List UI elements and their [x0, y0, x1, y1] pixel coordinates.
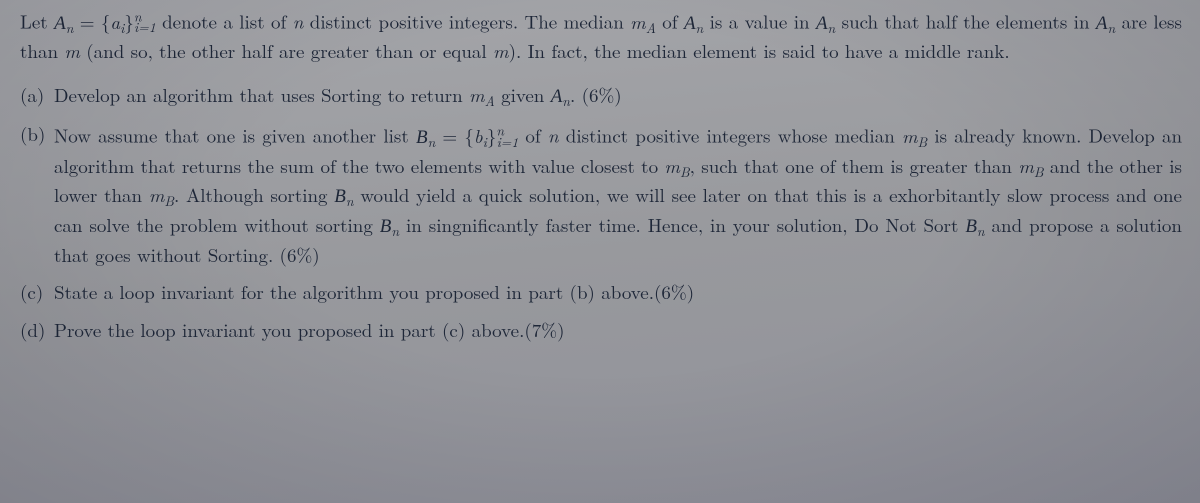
math-cal-B: B	[416, 127, 428, 148]
math-n: n	[293, 8, 304, 35]
math-sub-i1: i=1	[134, 17, 156, 36]
part-a-text: . (6%)	[570, 81, 622, 108]
intro-text: such that half the elements in	[835, 8, 1096, 35]
part-b-text: of	[518, 122, 548, 149]
math-cal-A: A	[1096, 13, 1108, 34]
math-eq: =	[435, 122, 464, 149]
part-b-text: distinct positive integers whose median	[559, 122, 902, 149]
math-m: m	[664, 152, 680, 179]
math-b: b	[474, 122, 483, 149]
part-b-body: Now assume that one is given another lis…	[54, 120, 1182, 268]
math-brace-open: {	[464, 122, 474, 149]
math-brace-open: {	[101, 8, 111, 35]
part-d-label: (d)	[20, 316, 54, 344]
part-a: (a) Develop an algorithm that uses Sorti…	[20, 81, 1182, 111]
intro-text: ). In fact, the median element is said t…	[509, 37, 1010, 64]
math-sub-A: A	[485, 91, 495, 110]
math-a: a	[110, 8, 120, 35]
intro-text: of	[656, 8, 684, 35]
part-d-body: Prove the loop invariant you proposed in…	[54, 316, 1182, 344]
part-c: (c) State a loop invariant for the algor…	[20, 278, 1182, 306]
intro-paragraph: Let An = {ai}ni=1 denote a list of n dis…	[20, 6, 1182, 65]
math-n: n	[548, 122, 559, 149]
math-cal-A: A	[816, 13, 828, 34]
intro-text: Let	[20, 8, 54, 35]
math-m: m	[149, 181, 165, 208]
math-sub-n: n	[346, 191, 354, 210]
part-b-label: (b)	[20, 120, 54, 268]
part-b-text: Now assume that one is given another lis…	[54, 122, 416, 149]
math-sub-B: B	[164, 191, 174, 210]
math-sub-B: B	[680, 161, 690, 180]
math-cal-A: A	[684, 13, 696, 34]
part-b-text: . Although sorting	[174, 181, 334, 208]
part-b-text: in singnificantly faster time. Hence, in…	[399, 211, 965, 238]
part-b-text: , such that one of them is greater than	[690, 152, 1019, 179]
math-m: m	[902, 122, 918, 149]
math-m: m	[64, 37, 80, 64]
intro-text: (and so, the other half are greater than…	[80, 37, 493, 64]
math-cal-B: B	[380, 216, 392, 237]
math-sub-A: A	[646, 17, 656, 36]
part-c-text: State a loop invariant for the algorithm…	[54, 278, 694, 305]
intro-text: denote a list of	[156, 8, 293, 35]
math-m: m	[630, 8, 646, 35]
math-brace-close: }	[487, 122, 497, 149]
math-cal-A: A	[54, 13, 66, 34]
math-cal-A: A	[551, 86, 563, 107]
intro-text: distinct positive integers. The median	[303, 8, 630, 35]
math-sub-n: n	[562, 91, 570, 110]
part-a-label: (a)	[20, 81, 54, 111]
part-c-label: (c)	[20, 278, 54, 306]
math-cal-B: B	[334, 186, 346, 207]
math-cal-B: B	[965, 216, 977, 237]
math-eq: =	[73, 8, 101, 35]
part-b: (b) Now assume that one is given another…	[20, 120, 1182, 268]
math-sub-n: n	[391, 221, 399, 240]
part-c-body: State a loop invariant for the algorithm…	[54, 278, 1182, 306]
intro-text: is a value in	[703, 8, 816, 35]
part-d-text: Prove the loop invariant you proposed in…	[54, 316, 564, 343]
math-sub-B: B	[918, 132, 928, 151]
part-a-text: given	[495, 81, 551, 108]
part-d: (d) Prove the loop invariant you propose…	[20, 316, 1182, 344]
math-brace-close: }	[124, 8, 134, 35]
math-m: m	[469, 81, 485, 108]
math-sub-n: n	[977, 221, 985, 240]
math-sub-B: B	[1034, 161, 1044, 180]
part-a-body: Develop an algorithm that uses Sorting t…	[54, 81, 1182, 111]
math-m: m	[1018, 152, 1034, 179]
math-m: m	[493, 37, 509, 64]
math-sub-i1: i=1	[497, 132, 519, 151]
part-a-text: Develop an algorithm that uses Sorting t…	[54, 81, 469, 108]
